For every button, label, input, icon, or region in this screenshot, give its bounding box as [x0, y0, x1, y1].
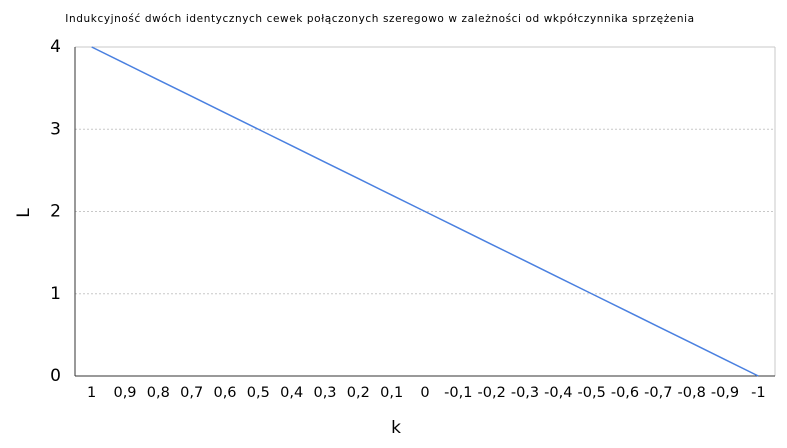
x-tick-label: -0,9: [711, 385, 739, 401]
x-tick-label: 0: [420, 385, 429, 401]
y-tick-label: 0: [50, 366, 61, 386]
x-tick-label: 0,4: [280, 385, 303, 401]
x-tick-label: -0,1: [444, 385, 472, 401]
x-tick-label: -0,7: [644, 385, 672, 401]
y-tick-label: 1: [50, 284, 61, 304]
chart-title: Indukcyjność dwóch identycznych cewek po…: [65, 13, 694, 25]
x-tick-label: 0,8: [147, 385, 170, 401]
x-tick-label: 0,9: [113, 385, 136, 401]
y-axis-label: L: [14, 208, 34, 218]
x-tick-label: 0,7: [180, 385, 203, 401]
x-tick-label: -0,4: [544, 385, 572, 401]
y-tick-label: 2: [50, 202, 61, 222]
x-axis-label: k: [391, 418, 401, 438]
x-tick-label: 0,2: [347, 385, 370, 401]
x-tick-label: -0,8: [678, 385, 706, 401]
x-tick-label: 0,6: [213, 385, 236, 401]
x-tick-label: -0,5: [578, 385, 606, 401]
data-line: [91, 46, 759, 377]
x-tick-label: -0,6: [611, 385, 639, 401]
x-tick-label: -0,2: [478, 385, 506, 401]
x-tick-label: -0,3: [511, 385, 539, 401]
y-tick-label: 3: [50, 119, 61, 139]
x-tick-label: -1: [751, 385, 765, 401]
y-tick-label: 4: [50, 37, 61, 57]
x-tick-label: 0,3: [313, 385, 336, 401]
x-tick-label: 0,1: [380, 385, 403, 401]
x-tick-label: 1: [87, 385, 96, 401]
x-tick-label: 0,5: [247, 385, 270, 401]
